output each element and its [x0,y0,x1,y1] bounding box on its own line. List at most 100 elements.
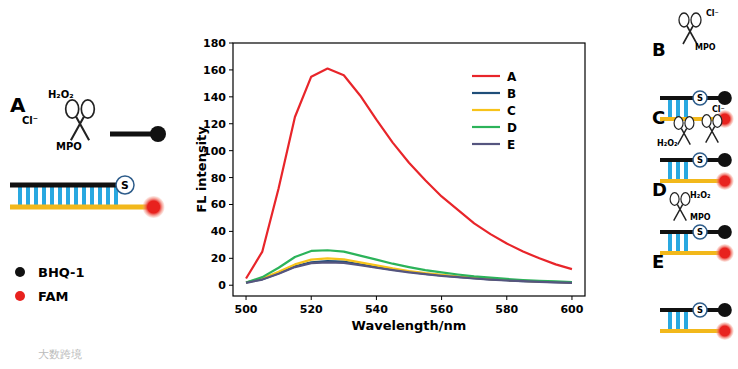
x-tick [441,296,442,300]
panel: DH₂O₂MPOS [652,179,734,262]
y-tick [229,96,233,97]
linker-label: S [697,155,703,165]
linker-label: S [121,179,129,192]
legend-swatch [472,143,500,145]
y-tick-label: 40 [211,225,227,238]
x-tick [506,296,507,300]
base-pair [90,187,94,205]
scissors-handle [691,13,701,27]
base-pair [58,187,62,205]
bhq-quencher [150,126,166,142]
x-tick [571,296,572,300]
base-pair [50,187,54,205]
panel: AH₂O₂Cl⁻MPOS [10,89,166,218]
reagent-label: H₂O₂ [657,139,678,148]
panel-label: E [652,251,664,272]
y-tick [229,204,233,205]
strand-bottom [660,179,722,183]
reagent-label: MPO [695,43,716,52]
bhq-quencher [718,91,732,105]
strand-top [660,308,722,312]
key-label: FAM [38,289,68,304]
legend-swatch [472,126,500,128]
series-line [246,69,572,279]
legend-label: E [507,138,515,152]
legend-label: D [507,121,517,135]
key-label: BHQ-1 [38,265,85,280]
scissors-handle [685,117,694,130]
panel-label: D [652,179,667,200]
scissors-handle [702,115,711,128]
fam-dye [716,172,734,190]
base-pair [74,187,78,205]
y-tick-label: 160 [203,64,226,77]
base-pair [668,100,672,117]
y-axis-label: FL intensity [194,126,209,213]
strand-top [660,158,722,162]
y-tick-label: 0 [218,279,226,292]
scissors-handle [713,115,722,128]
key-swatch [15,267,25,277]
scissors-handle [81,100,94,118]
linker-label: S [697,93,703,103]
scissors-handle [679,13,689,27]
panel: CH₂O₂Cl⁻S [652,105,734,190]
y-tick [229,231,233,232]
linker-label: S [697,305,703,315]
y-tick [229,258,233,259]
reagent-label: H₂O₂ [48,89,74,100]
fam-dye [716,244,734,262]
released-strand [110,132,152,137]
panel-label: B [652,39,666,60]
scissors-handle [681,193,690,206]
scissors-blade [674,204,687,220]
strand-top [10,183,117,188]
legend-label: C [507,104,516,118]
schematics: AH₂O₂Cl⁻MPOSBCl⁻MPOSCH₂O₂Cl⁻SDH₂O₂MPOSES… [10,9,734,361]
linker-label: S [697,227,703,237]
y-tick [229,123,233,124]
legend-swatch [472,92,500,94]
base-pair [668,234,672,251]
y-tick-label: 60 [211,198,227,211]
y-tick [229,177,233,178]
x-tick [311,296,312,300]
canvas: 0204060801001201401601805005205405605806… [0,0,738,369]
reagent-label: Cl⁻ [22,115,38,126]
base-pair [66,187,70,205]
strand-bottom [660,329,722,333]
strand-bottom [10,205,150,210]
linker [693,91,707,105]
reagent-label: MPO [690,213,711,222]
scissors-icon [702,115,722,143]
base-pair [676,312,680,329]
reagent-label: Cl⁻ [712,105,725,114]
base-pair [18,187,22,205]
fam-dye [716,322,734,340]
scissors-icon [66,100,95,140]
scissors-handle [66,100,79,118]
scissors-blade [683,26,697,44]
x-axis-label: Wavelength/nm [352,318,467,333]
legend-swatch [472,75,500,77]
base-pair [684,162,688,179]
key: BHQ-1 FAM [15,265,85,304]
x-tick [376,296,377,300]
series-lines [246,69,572,283]
scissors-blade [706,126,719,142]
base-pair [42,187,46,205]
strand-top [660,96,722,100]
reagent-label: Cl⁻ [706,9,719,18]
y-tick [229,285,233,286]
legend-label: A [507,70,517,84]
strand-bottom [660,251,722,255]
watermark: 大数跨境 [38,348,82,361]
series-line [246,250,572,282]
base-pair [684,100,688,117]
y-tick [229,43,233,44]
fam-dye [143,196,165,218]
x-tick-label: 560 [430,303,453,316]
y-tick [229,150,233,151]
base-pair [34,187,38,205]
scissors-icon [679,13,701,44]
